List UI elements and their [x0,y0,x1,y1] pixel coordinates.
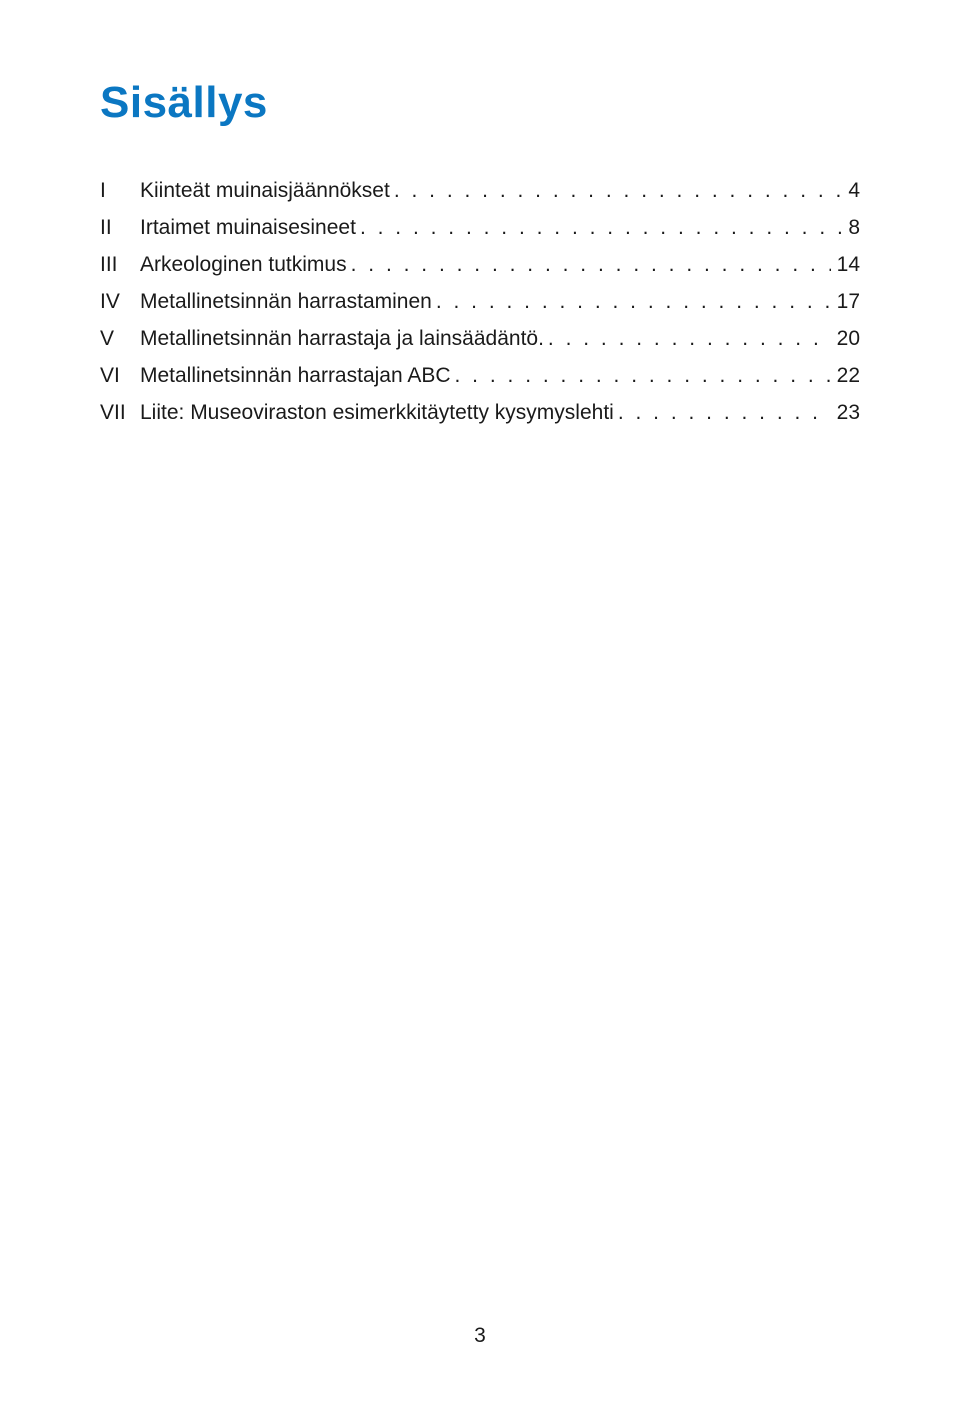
toc-entry-number: I [100,180,140,201]
toc-entry-page: 17 [831,291,860,312]
toc-entry-page: 23 [831,402,860,423]
toc-entry-number: II [100,217,140,238]
toc-entry-label: Arkeologinen tutkimus [140,254,347,275]
toc-row: VI Metallinetsinnän harrastajan ABC 22 [100,365,860,386]
toc-row: I Kiinteät muinaisjäännökset 4 [100,180,860,201]
toc-leader-dots [390,180,842,201]
toc-row: IV Metallinetsinnän harrastaminen 17 [100,291,860,312]
toc-entry-number: IV [100,291,140,312]
toc-row: III Arkeologinen tutkimus 14 [100,254,860,275]
toc-entry-number: V [100,328,140,349]
toc-row: II Irtaimet muinaisesineet 8 [100,217,860,238]
toc-entry-page: 14 [831,254,860,275]
toc-entry-label: Irtaimet muinaisesineet [140,217,356,238]
toc-entry-page: 4 [842,180,860,201]
toc-entry-number: III [100,254,140,275]
toc-entry-number: VI [100,365,140,386]
toc-entry-page: 22 [831,365,860,386]
toc-entry-label: Metallinetsinnän harrastaja ja lainsäädä… [140,328,544,349]
toc-entry-label: Metallinetsinnän harrastajan ABC [140,365,451,386]
toc-entry-page: 20 [831,328,860,349]
toc-entry-page: 8 [842,217,860,238]
toc-leader-dots [432,291,831,312]
toc-leader-dots [544,328,831,349]
page-title: Sisällys [100,78,860,128]
toc-leader-dots [356,217,842,238]
page-number: 3 [0,1324,960,1348]
toc-entry-number: VII [100,402,140,423]
toc-entry-label: Metallinetsinnän harrastaminen [140,291,432,312]
toc-leader-dots [614,402,831,423]
toc-leader-dots [451,365,831,386]
toc-leader-dots [347,254,831,275]
toc-row: VII Liite: Museoviraston esimerkkitäytet… [100,402,860,423]
toc-entry-label: Liite: Museoviraston esimerkkitäytetty k… [140,402,614,423]
toc-entry-label: Kiinteät muinaisjäännökset [140,180,390,201]
table-of-contents: I Kiinteät muinaisjäännökset 4 II Irtaim… [100,180,860,423]
toc-row: V Metallinetsinnän harrastaja ja lainsää… [100,328,860,349]
